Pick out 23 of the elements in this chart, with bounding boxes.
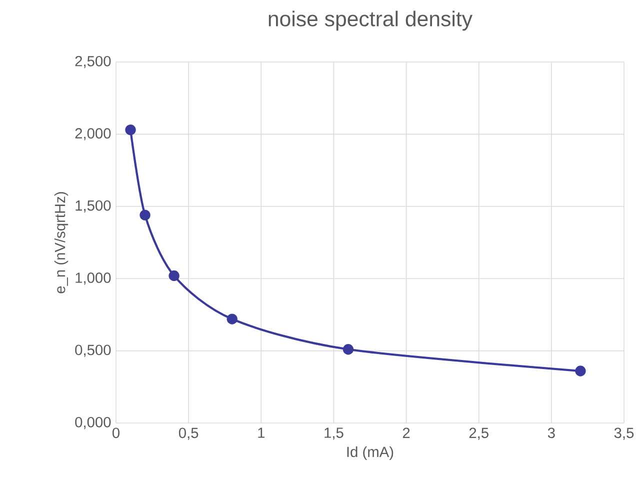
- x-axis-title: Id (mA): [347, 446, 394, 460]
- point: [342, 344, 354, 355]
- point: [575, 366, 586, 376]
- y-tick-label: 0,000: [75, 416, 111, 430]
- point: [168, 270, 180, 282]
- point: [226, 314, 238, 324]
- point: [140, 210, 150, 220]
- y-tick-label: 1,500: [76, 200, 111, 212]
- x-tick-label: 1,5: [324, 428, 344, 440]
- x-tick-label: 0,5: [178, 428, 198, 440]
- y-tick-label: 0,500: [75, 344, 111, 357]
- x-tick-label: 2,5: [469, 428, 488, 440]
- point: [125, 124, 136, 136]
- x-tick-label: 3: [548, 428, 555, 438]
- x-tick-label: 0: [112, 428, 120, 438]
- chart-title: noise spectral density: [268, 10, 472, 31]
- x-tick-label: 3,5: [614, 428, 634, 440]
- y-tick-label: 2,500: [75, 56, 111, 68]
- y-tick-label: 2,000: [75, 128, 111, 140]
- y-axis-title: e_n (nV/sqrtHz): [54, 192, 68, 294]
- x-tick-label: 1: [258, 428, 265, 438]
- x-tick-label: 2: [402, 428, 410, 438]
- y-tick-label: 1,000: [76, 272, 111, 285]
